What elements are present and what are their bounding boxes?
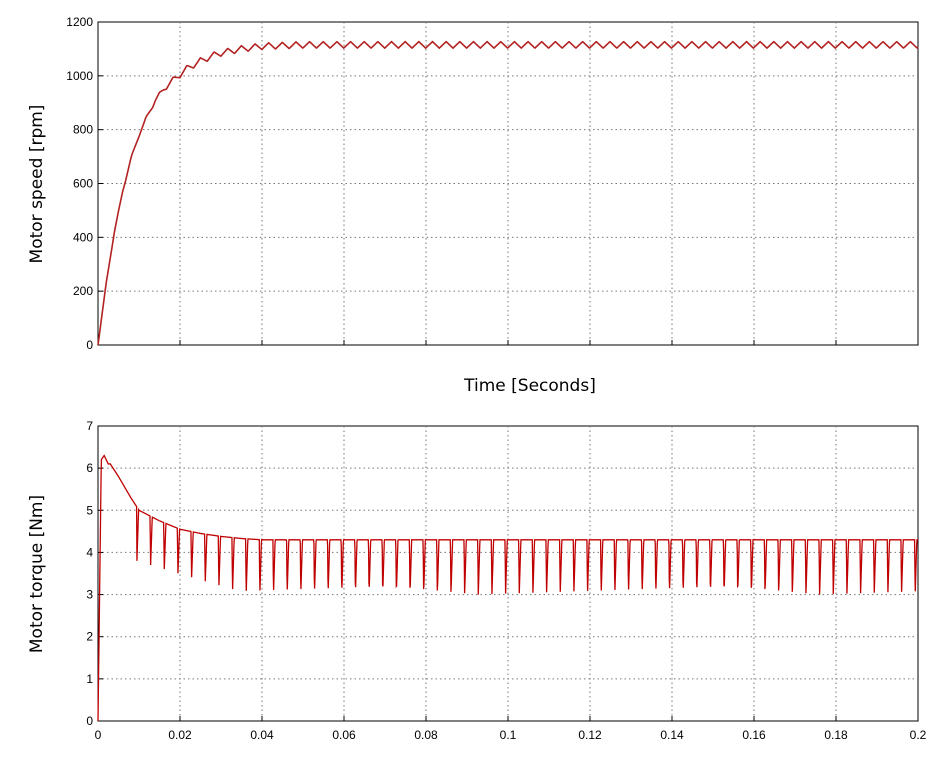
- torque-y-tick-label: 3: [86, 588, 93, 602]
- torque-x-tick-label: 0.04: [250, 728, 274, 742]
- torque-plot: 0 1 2 3 4 5 6 7 0 0.02 0.04 0.06 0.08 0.1 0.12 0.14 0.1…: [27, 419, 927, 742]
- speed-y-tick-label: 0: [86, 338, 93, 352]
- speed-grid: [98, 22, 918, 345]
- speed-series-line: [97, 40, 919, 346]
- speed-y-tick-label: 1200: [66, 15, 93, 29]
- torque-x-tick-label: 0: [95, 728, 102, 742]
- torque-grid: [98, 426, 918, 721]
- torque-series-line: [97, 454, 918, 722]
- torque-x-tick-label: 0.02: [168, 728, 192, 742]
- torque-y-tick-label: 1: [86, 672, 93, 686]
- torque-x-tick-label: 0.06: [332, 728, 356, 742]
- speed-y-tick-label: 1000: [66, 69, 93, 83]
- speed-y-tick-label: 800: [73, 123, 93, 137]
- torque-y-ticks: 0 1 2 3 4 5 6 7: [86, 419, 103, 728]
- torque-y-tick-label: 2: [86, 630, 93, 644]
- torque-x-ticks: 0 0.02 0.04 0.06 0.08 0.1 0.12 0.14 0.16 0.18 0.2: [95, 716, 927, 742]
- speed-y-axis-label: Motor speed [rpm]: [27, 105, 47, 264]
- torque-x-tick-label: 0.12: [578, 728, 602, 742]
- torque-y-tick-label: 7: [86, 419, 93, 433]
- speed-y-ticks: 0 200 400 600 800 1000 1200: [66, 15, 837, 352]
- torque-y-tick-label: 6: [86, 461, 93, 475]
- speed-y-tick-label: 400: [73, 230, 93, 244]
- torque-x-tick-label: 0.08: [414, 728, 438, 742]
- torque-y-tick-label: 0: [86, 714, 93, 728]
- torque-plot-area: [97, 425, 919, 722]
- torque-y-axis-label: Motor torque [Nm]: [27, 495, 47, 653]
- torque-x-tick-label: 0.14: [660, 728, 684, 742]
- torque-x-tick-label: 0.18: [824, 728, 848, 742]
- torque-x-tick-label: 0.16: [742, 728, 766, 742]
- torque-x-tick-label: 0.1: [500, 728, 517, 742]
- speed-x-axis-label: Time [Seconds]: [463, 376, 596, 396]
- torque-x-tick-label: 0.2: [910, 728, 927, 742]
- speed-y-tick-label: 600: [73, 177, 93, 191]
- torque-y-tick-label: 4: [86, 545, 93, 559]
- torque-y-tick-label: 5: [86, 503, 93, 517]
- speed-y-tick-label: 200: [73, 284, 93, 298]
